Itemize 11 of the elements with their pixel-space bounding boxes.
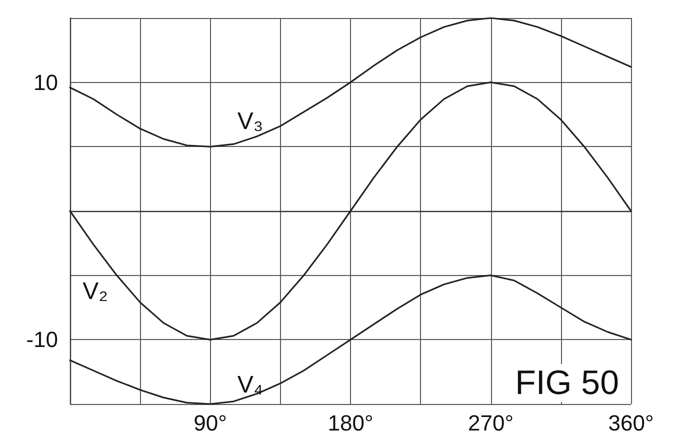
x-tick-label: 180° [328,410,374,436]
series-label: V₄ [237,372,264,398]
x-tick-label: 90° [194,410,227,436]
x-tick-label: 360° [608,410,654,436]
series-label: V₂ [82,278,108,306]
y-tick-label: -10 [26,327,58,352]
x-tick-label: 270° [468,410,514,436]
y-tick-label: 10 [34,70,58,95]
annotation: FIG 50 [515,364,620,402]
series-label: V₃ [237,108,264,136]
line-series [69,82,632,340]
